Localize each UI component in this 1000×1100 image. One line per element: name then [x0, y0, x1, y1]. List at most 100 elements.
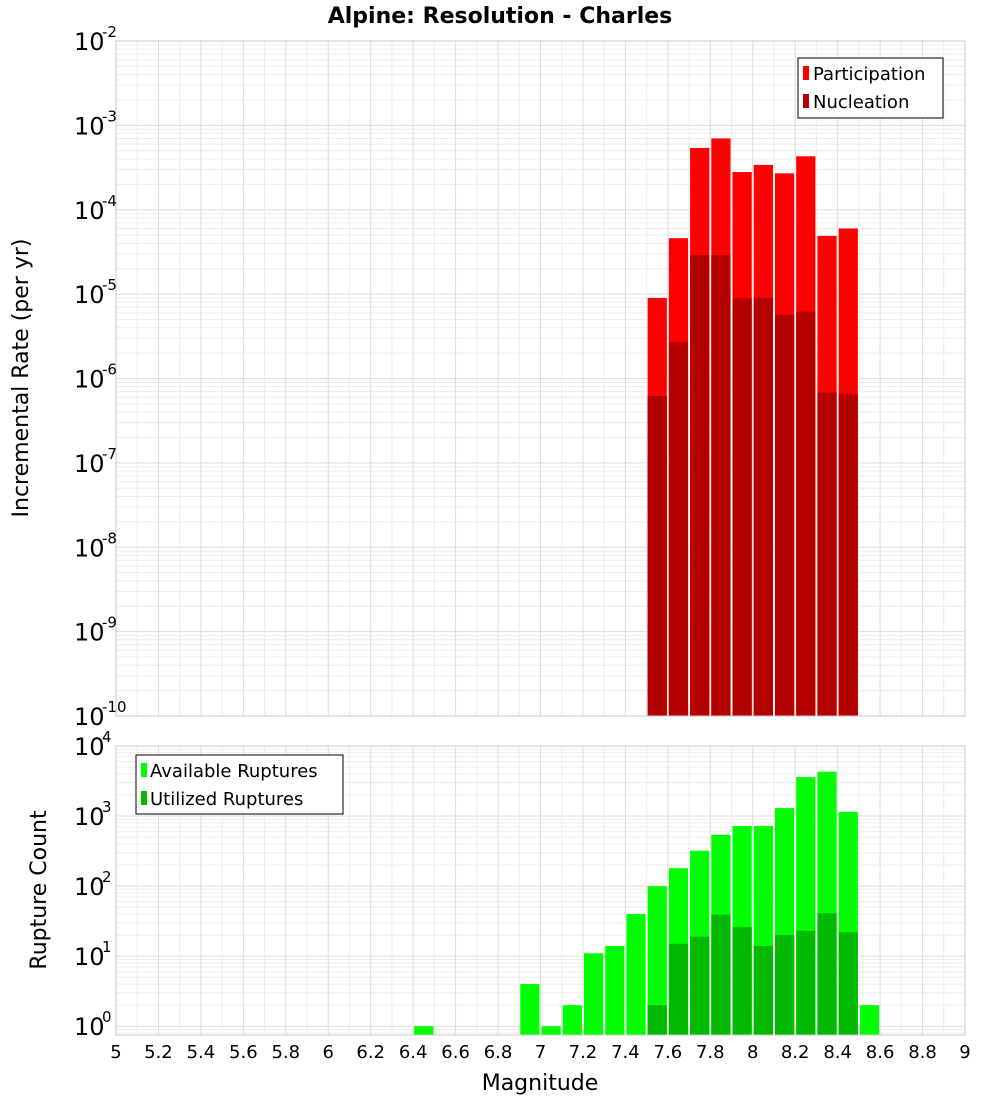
x-tick-label: 8.8: [908, 1042, 937, 1063]
available-ruptures-bar: [647, 886, 667, 1035]
y-tick-label: 10: [74, 112, 105, 140]
y-tick-label: 10: [74, 28, 105, 56]
top-gridlines: [115, 40, 966, 717]
y-tick-label: 10: [74, 534, 105, 562]
y-tick-exponent: -9: [102, 614, 117, 632]
y-tick-exponent: -4: [102, 192, 117, 210]
y-tick-label: 10: [74, 803, 105, 831]
utilized-ruptures-bar: [647, 1005, 667, 1035]
y-tick-exponent: -3: [102, 107, 117, 125]
utilized-ruptures-bar: [668, 943, 689, 1035]
y-tick-exponent: 2: [102, 868, 112, 886]
x-axis-label: Magnitude: [482, 1071, 599, 1096]
available-ruptures-bar: [520, 984, 540, 1035]
x-tick-label: 7.8: [696, 1042, 725, 1063]
x-tick-label: 5.8: [271, 1042, 300, 1063]
available-ruptures-bar: [605, 945, 625, 1035]
nucleation-bar: [732, 298, 752, 716]
y-tick-exponent: 1: [102, 938, 112, 956]
x-tick-label: 5.4: [187, 1042, 216, 1063]
x-tick-label: 6.8: [484, 1042, 513, 1063]
available-ruptures-bar: [414, 1026, 434, 1035]
y-tick-exponent: -5: [102, 276, 117, 294]
chart-title: Alpine: Resolution - Charles: [328, 4, 673, 29]
bottom-legend: Available Ruptures Utilized Ruptures: [135, 754, 344, 815]
available-ruptures-bar: [541, 1026, 561, 1035]
y-tick-label: 10: [74, 1013, 105, 1041]
legend-utilized-swatch: [141, 791, 147, 805]
nucleation-bar: [774, 314, 795, 716]
top-legend-box: [797, 57, 944, 119]
top-legend: Participation Nucleation: [797, 57, 944, 119]
available-ruptures-bar: [562, 1005, 582, 1035]
bottom-legend-box: [135, 754, 344, 815]
nucleation-bar: [690, 255, 710, 716]
top-bars: [647, 138, 858, 717]
nucleation-bar: [796, 311, 816, 716]
x-tick-label: 7.6: [654, 1042, 683, 1063]
legend-participation-label: Participation: [813, 64, 925, 85]
y-tick-label: 10: [74, 873, 105, 901]
utilized-ruptures-bar: [711, 914, 731, 1035]
y-tick-label: 10: [74, 197, 105, 225]
legend-utilized-label: Utilized Ruptures: [150, 789, 303, 810]
y-tick-label: 10: [74, 943, 105, 971]
x-tick-label: 7: [535, 1042, 546, 1063]
y-tick-exponent: -8: [102, 529, 117, 547]
x-tick-label: 8.6: [866, 1042, 895, 1063]
nucleation-bar: [817, 392, 837, 716]
y-tick-label: 10: [74, 450, 105, 478]
x-tick-label: 5.6: [229, 1042, 258, 1063]
x-tick-label: 9: [959, 1042, 970, 1063]
y-tick-exponent: -2: [102, 23, 117, 41]
y-tick-label: 10: [74, 366, 105, 394]
utilized-ruptures-bar: [817, 913, 837, 1035]
x-tick-label: 8: [747, 1042, 758, 1063]
nucleation-bar: [711, 255, 731, 716]
legend-available-label: Available Ruptures: [150, 761, 318, 782]
nucleation-bar: [753, 297, 773, 716]
utilized-ruptures-bar: [732, 927, 752, 1035]
utilized-ruptures-bar: [753, 945, 773, 1035]
bottom-plot-border: [115, 745, 966, 1036]
x-tick-label: 7.4: [611, 1042, 640, 1063]
y-tick-exponent: -7: [102, 445, 117, 463]
x-tick-label: 5: [110, 1042, 121, 1063]
x-tick-label: 6.2: [356, 1042, 385, 1063]
nucleation-bar: [668, 342, 689, 716]
x-tick-label: 6.4: [399, 1042, 428, 1063]
x-tick-label: 8.4: [823, 1042, 852, 1063]
utilized-ruptures-bar: [838, 932, 858, 1035]
nucleation-bar: [647, 396, 667, 716]
available-ruptures-bar: [626, 914, 646, 1035]
legend-nucleation-swatch: [803, 94, 809, 108]
x-tick-label: 6: [323, 1042, 334, 1063]
utilized-ruptures-bar: [774, 935, 795, 1035]
x-tick-label: 8.2: [781, 1042, 810, 1063]
top-plot-border: [115, 40, 966, 717]
legend-participation-swatch: [803, 66, 809, 80]
top-y-axis-label: Incremental Rate (per yr): [9, 239, 34, 518]
x-tick-label: 5.2: [144, 1042, 173, 1063]
y-tick-exponent: 3: [102, 798, 112, 816]
available-ruptures-bar: [583, 953, 604, 1035]
utilized-ruptures-bar: [796, 930, 816, 1035]
y-tick-exponent: 0: [102, 1008, 112, 1026]
bottom-y-axis-label: Rupture Count: [27, 810, 52, 970]
bottom-bars: [414, 771, 880, 1035]
x-tick-label: 7.2: [569, 1042, 598, 1063]
legend-nucleation-label: Nucleation: [813, 92, 909, 113]
y-tick-label: 10: [74, 703, 105, 731]
y-tick-exponent: 4: [102, 728, 112, 746]
nucleation-bar: [838, 394, 858, 716]
y-tick-exponent: -6: [102, 361, 117, 379]
utilized-ruptures-bar: [690, 936, 710, 1035]
y-tick-exponent: -10: [102, 698, 127, 716]
y-tick-label: 10: [74, 619, 105, 647]
x-tick-label: 6.6: [441, 1042, 470, 1063]
